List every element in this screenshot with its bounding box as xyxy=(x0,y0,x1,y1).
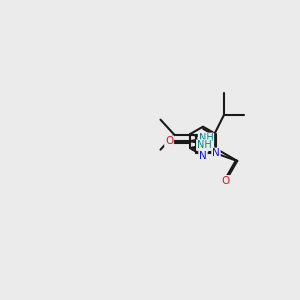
Text: N: N xyxy=(199,151,207,161)
Text: NH: NH xyxy=(199,134,213,143)
Text: N: N xyxy=(212,148,220,158)
Text: NH: NH xyxy=(197,140,212,150)
Text: O: O xyxy=(165,136,173,146)
Text: O: O xyxy=(222,176,230,186)
